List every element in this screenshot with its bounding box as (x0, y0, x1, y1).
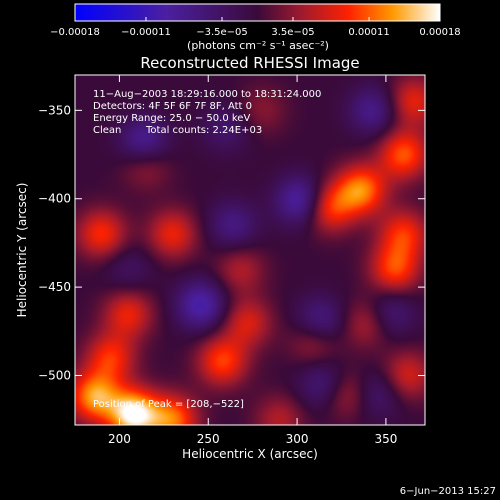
y-axis-label: Heliocentric Y (arcsec) (15, 183, 29, 318)
x-tick-label: 350 (374, 432, 397, 446)
y-tick-label: −500 (38, 369, 71, 383)
chart-title: Reconstructed RHESSI Image (140, 54, 359, 72)
x-tick-label: 250 (197, 432, 220, 446)
x-tick-label: 200 (108, 432, 131, 446)
peak-position-text: Position of Peak = [208,−522] (93, 399, 244, 410)
colorbar-tick-label: 0.00011 (348, 27, 389, 38)
observation-info: 11−Aug−2003 18:29:16.000 to 18:31:24.000… (93, 89, 321, 136)
x-axis-label: Heliocentric X (arcsec) (182, 447, 318, 461)
time-range-text: 11−Aug−2003 18:29:16.000 to 18:31:24.000 (93, 89, 321, 100)
y-tick-label: −450 (38, 280, 71, 294)
colorbar-unit-label: (photons cm⁻² s⁻¹ asec⁻²) (187, 39, 329, 52)
y-tick-label: −400 (38, 192, 71, 206)
y-tick-label: −350 (38, 103, 71, 117)
colorbar-tick-label: 0.00018 (419, 27, 460, 38)
x-tick-label: 300 (286, 432, 309, 446)
detectors-text: Detectors: 4F 5F 6F 7F 8F, Att 0 (93, 101, 252, 112)
energy-range-text: Energy Range: 25.0 − 50.0 keV (93, 113, 250, 124)
colorbar-tick-label: 3.5e−05 (271, 27, 314, 38)
colorbar-tick-label: −0.00011 (121, 27, 171, 38)
colorbar (74, 3, 441, 22)
total-counts-text: Total counts: 2.24E+03 (145, 125, 262, 136)
plot-frame (74, 74, 426, 426)
colorbar-tick-label: −0.00018 (50, 27, 100, 38)
colorbar-ticks: −0.00018 −0.00011 −3.5e−05 3.5e−05 0.00011 0.… (50, 17, 461, 38)
axis-ticks: 200 250 300 350 −350 −400 −450 −500 (38, 75, 425, 446)
date-stamp: 6−Jun−2013 15:27 (400, 486, 496, 497)
heatmap-image (75, 75, 425, 425)
colorbar-tick-label: −3.5e−05 (196, 27, 248, 38)
clean-method-text: Clean (93, 125, 121, 136)
